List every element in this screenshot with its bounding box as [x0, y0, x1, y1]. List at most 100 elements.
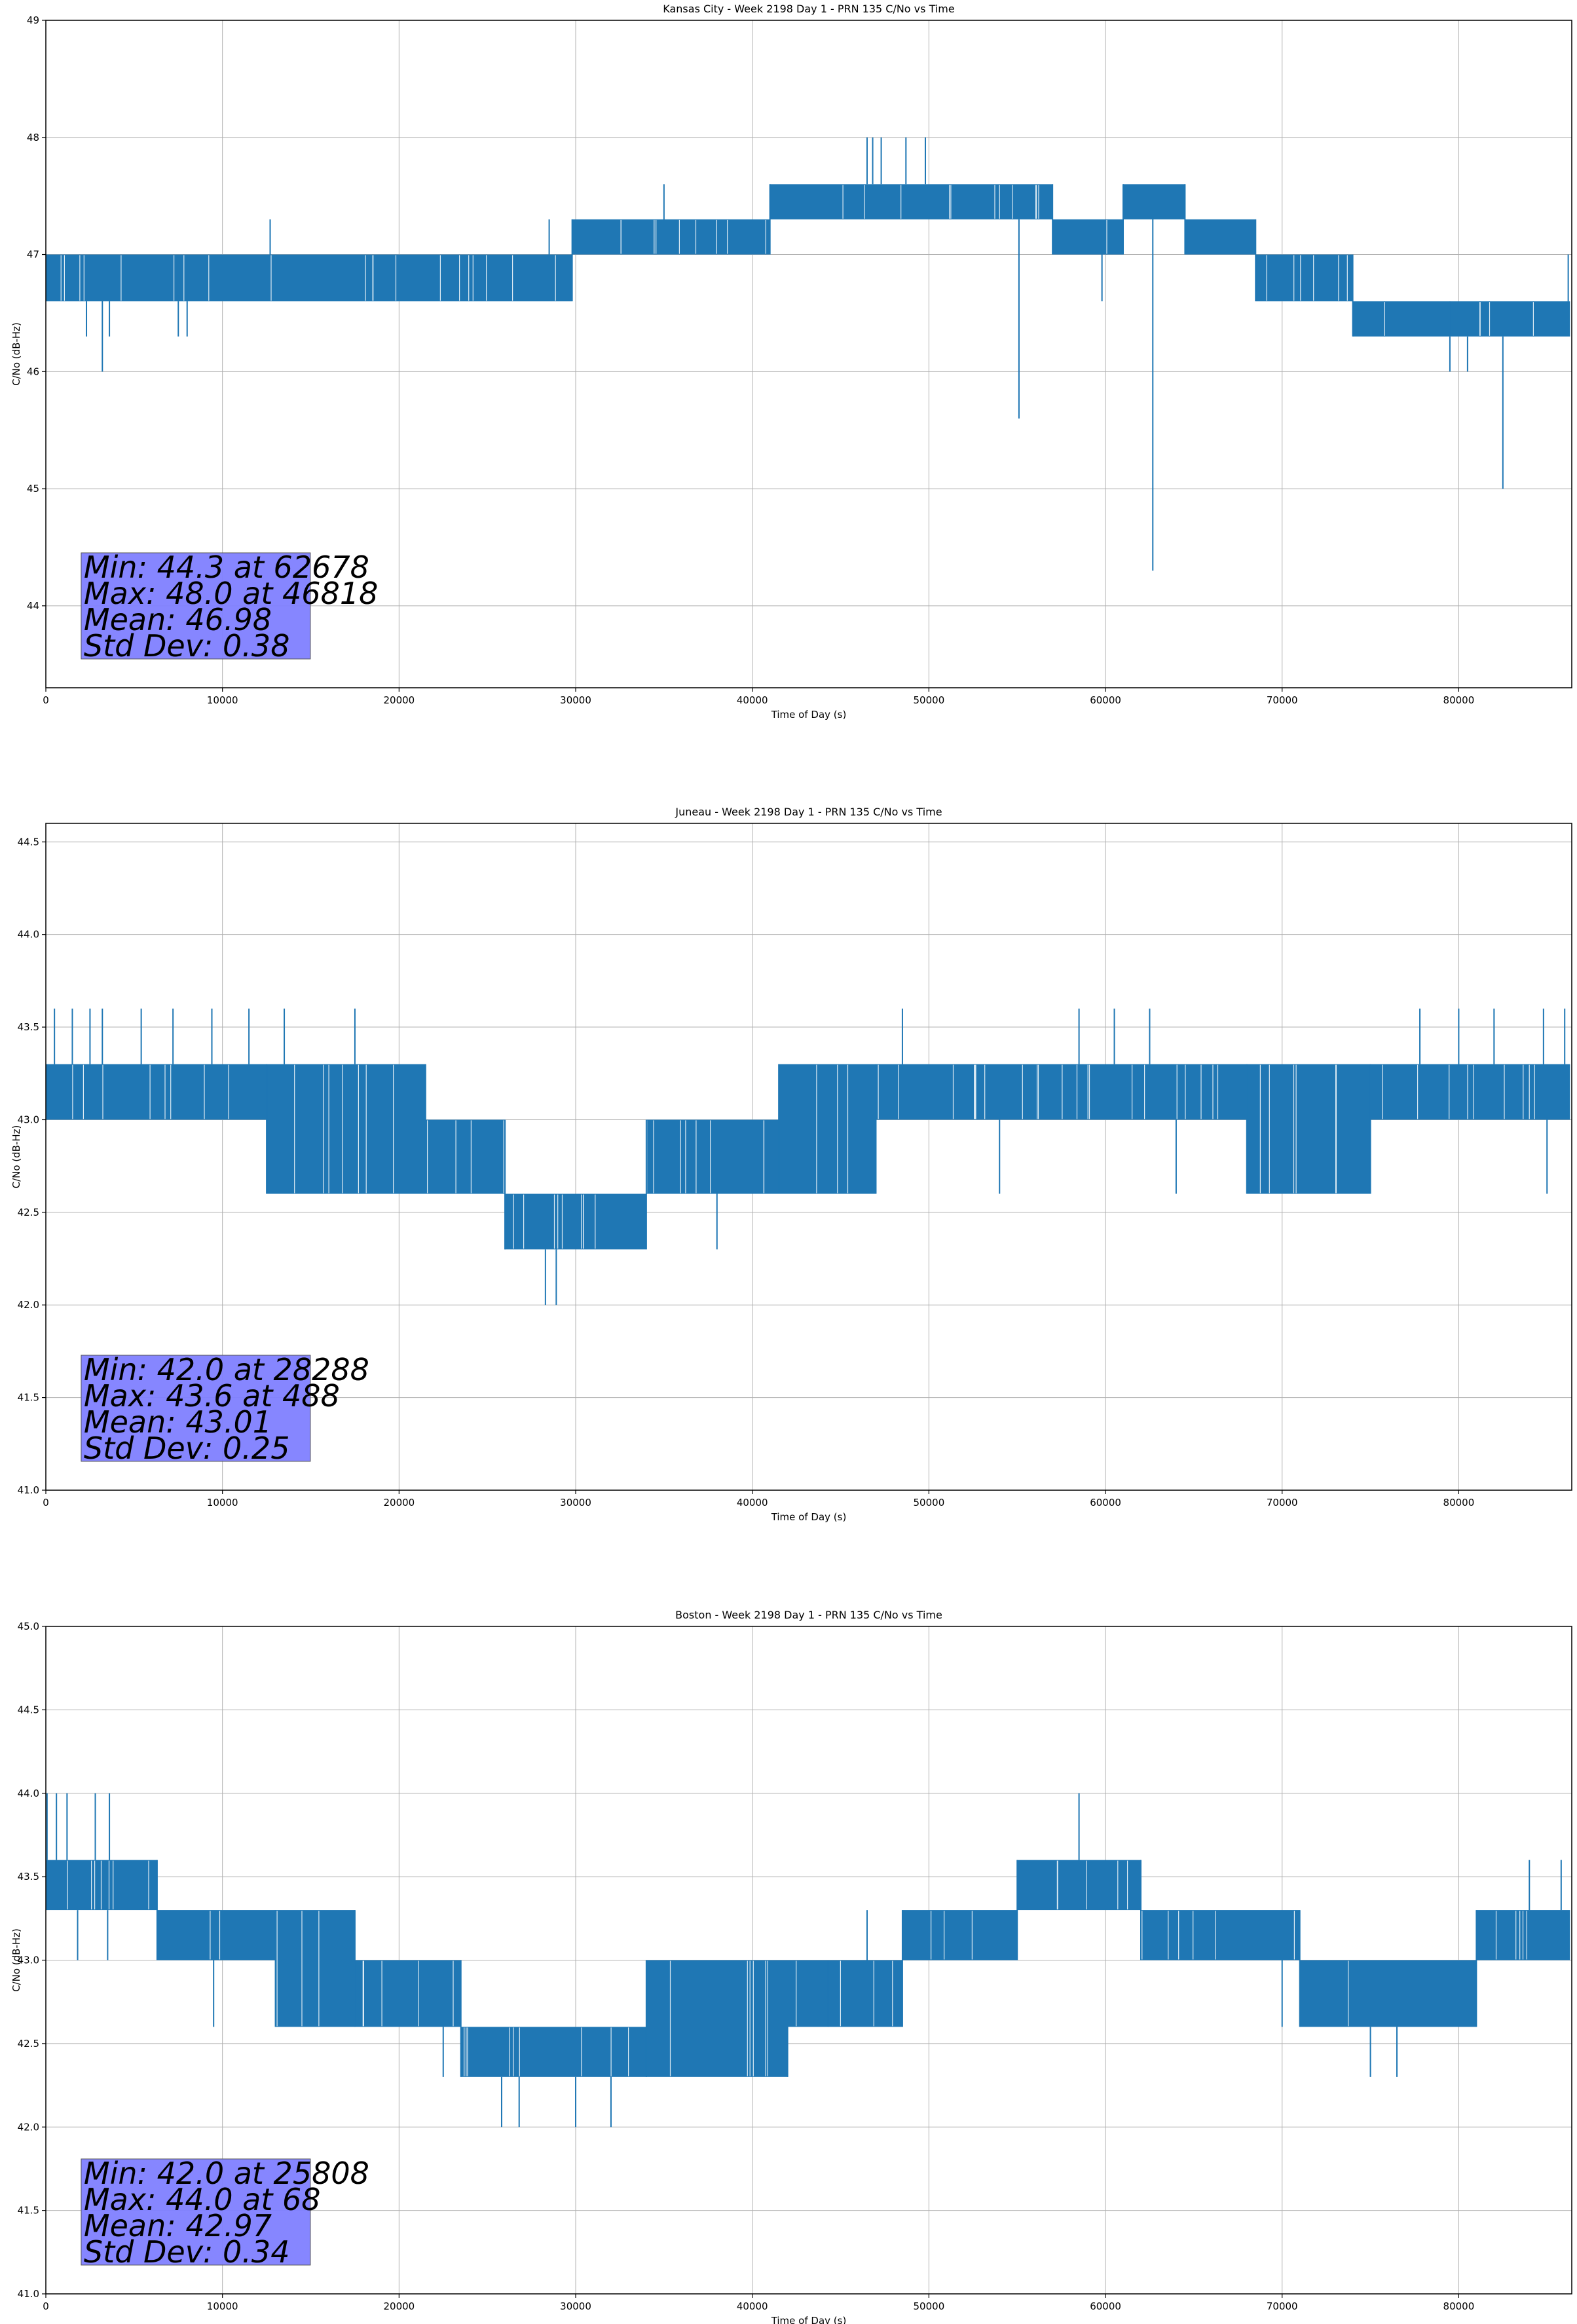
x-tick-label: 20000: [383, 2300, 415, 2312]
stats-line: Mean: 43.01: [84, 1404, 272, 1440]
y-tick-label: 41.0: [18, 2288, 39, 2300]
data-band: [1052, 219, 1124, 255]
chart-title: Boston - Week 2198 Day 1 - PRN 135 C/No …: [675, 1609, 942, 1621]
data-band: [1123, 184, 1185, 219]
y-tick-label: 41.5: [18, 1392, 39, 1404]
y-tick-label: 43.0: [18, 1114, 39, 1125]
x-tick-label: 50000: [914, 1497, 945, 1509]
x-tick-label: 70000: [1267, 1497, 1298, 1509]
data-band: [267, 1064, 426, 1194]
axes-frame: [45, 20, 1572, 688]
stats-line: Mean: 42.97: [84, 2208, 272, 2243]
x-tick-label: 80000: [1443, 1497, 1475, 1509]
x-tick-label: 20000: [383, 1497, 415, 1509]
x-tick-label: 10000: [207, 2300, 238, 2312]
x-tick-label: 70000: [1267, 2300, 1298, 2312]
stats-line: Max: 43.6 at 488: [84, 1378, 340, 1414]
stats-box: [81, 1355, 311, 1462]
data-band: [505, 1193, 646, 1250]
data-band-gaps: [72, 1064, 1535, 1249]
stats-line: Std Dev: 0.34: [84, 2234, 290, 2270]
y-tick-label: 42.5: [18, 2038, 39, 2050]
stats-line: Min: 42.0 at 25808: [84, 2156, 369, 2191]
y-tick-label: 44.0: [18, 1788, 39, 1799]
data-band: [902, 1910, 1018, 1960]
data-band: [876, 1064, 1247, 1120]
y-tick-label: 42.5: [18, 1207, 39, 1218]
x-axis-label: Time of Day (s): [771, 1511, 847, 1523]
data-band: [1185, 219, 1256, 255]
y-axis-label: C/No (dB-Hz): [10, 1125, 22, 1189]
y-tick-label: 47: [27, 249, 39, 261]
x-tick-label: 30000: [560, 2300, 591, 2312]
data-band: [1017, 1860, 1141, 1911]
x-tick-label: 0: [43, 2300, 49, 2312]
x-tick-label: 20000: [383, 694, 415, 706]
y-tick-label: 43.0: [18, 1955, 39, 1966]
data-band: [1140, 1910, 1300, 1960]
stats-box: [81, 2158, 311, 2266]
y-tick-label: 44.5: [18, 1704, 39, 1715]
data-band: [646, 1119, 779, 1194]
y-tick-label: 43.5: [18, 1871, 39, 1883]
stats-line: Max: 48.0 at 46818: [84, 576, 378, 611]
data-band: [572, 219, 770, 255]
x-tick-label: 0: [43, 1497, 49, 1509]
data-band: [460, 2027, 646, 2077]
x-tick-label: 40000: [737, 694, 768, 706]
data-band: [779, 1064, 876, 1194]
y-tick-label: 41.0: [18, 1484, 39, 1496]
x-tick-label: 60000: [1090, 2300, 1121, 2312]
x-tick-label: 80000: [1443, 694, 1475, 706]
stats-line: Std Dev: 0.38: [84, 628, 290, 664]
x-tick-label: 50000: [914, 694, 945, 706]
data-band: [354, 1960, 461, 2027]
x-tick-label: 50000: [914, 2300, 945, 2312]
data-band: [275, 1910, 355, 2027]
x-tick-label: 10000: [207, 1497, 238, 1509]
y-tick-label: 45.0: [18, 1621, 39, 1632]
chart-title: Kansas City - Week 2198 Day 1 - PRN 135 …: [663, 3, 954, 15]
stats-line: Min: 44.3 at 62678: [84, 550, 369, 585]
x-tick-label: 60000: [1090, 1497, 1121, 1509]
x-tick-label: 10000: [207, 694, 238, 706]
y-tick-label: 45: [27, 483, 39, 495]
data-band: [770, 184, 1053, 219]
stats-line: Std Dev: 0.25: [84, 1431, 290, 1466]
data-band: [1299, 1960, 1477, 2027]
x-tick-label: 0: [43, 694, 49, 706]
x-axis-label: Time of Day (s): [771, 2315, 847, 2324]
axes-frame: [45, 823, 1572, 1491]
chart-panel-kansas-city: Kansas City - Week 2198 Day 1 - PRN 135 …: [10, 3, 1572, 721]
chart-panel-boston: Boston - Week 2198 Day 1 - PRN 135 C/No …: [10, 1609, 1572, 2324]
x-tick-label: 40000: [737, 2300, 768, 2312]
x-tick-label: 30000: [560, 1497, 591, 1509]
y-tick-label: 44.5: [18, 836, 39, 848]
y-axis-label: C/No (dB-Hz): [10, 322, 22, 386]
data-band: [787, 1960, 902, 2027]
data-band: [1255, 254, 1353, 302]
x-tick-label: 40000: [737, 1497, 768, 1509]
data-band-gaps: [67, 1860, 1527, 2076]
y-tick-label: 43.5: [18, 1021, 39, 1033]
data-band: [1370, 1064, 1570, 1120]
data-band: [1352, 301, 1570, 337]
x-axis-label: Time of Day (s): [771, 709, 847, 721]
data-band: [46, 1064, 267, 1120]
x-tick-label: 70000: [1267, 694, 1298, 706]
data-band-gaps: [60, 185, 1534, 336]
y-tick-label: 41.5: [18, 2205, 39, 2217]
x-tick-label: 80000: [1443, 2300, 1475, 2312]
data-band: [157, 1910, 276, 1960]
y-tick-label: 42.0: [18, 1299, 39, 1311]
y-tick-label: 46: [27, 365, 39, 377]
data-band: [46, 254, 572, 302]
chart-panel-juneau: Juneau - Week 2198 Day 1 - PRN 135 C/No …: [10, 806, 1572, 1523]
x-tick-label: 30000: [560, 694, 591, 706]
y-tick-label: 44: [27, 600, 39, 612]
x-tick-label: 60000: [1090, 694, 1121, 706]
y-tick-label: 42.0: [18, 2121, 39, 2133]
y-tick-label: 49: [27, 14, 39, 26]
y-tick-label: 48: [27, 132, 39, 143]
y-tick-label: 44.0: [18, 929, 39, 941]
